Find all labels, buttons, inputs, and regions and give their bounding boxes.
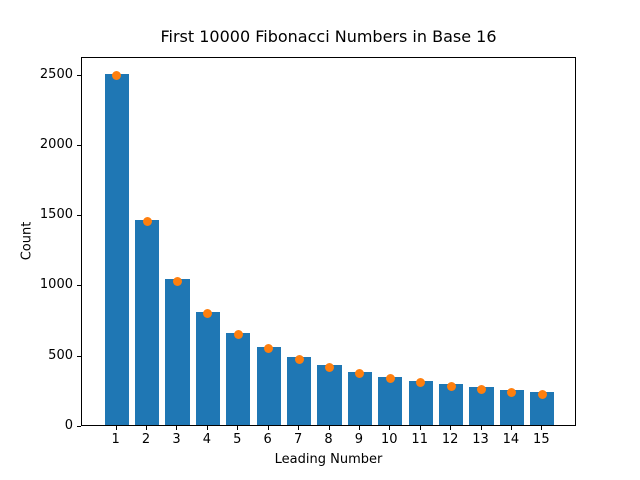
x-tick-label: 6 xyxy=(263,432,272,447)
data-point-marker xyxy=(477,384,487,394)
x-axis-tick xyxy=(389,426,391,430)
plot-area xyxy=(81,57,576,426)
x-tick-label: 3 xyxy=(172,432,181,447)
bar xyxy=(317,365,342,425)
x-axis-tick xyxy=(267,426,269,430)
y-tick-label: 500 xyxy=(48,347,73,363)
x-axis-tick xyxy=(510,426,512,430)
data-point-marker xyxy=(385,374,395,384)
bar xyxy=(226,332,251,425)
bar xyxy=(165,279,190,425)
bar xyxy=(378,376,403,425)
y-axis-tick xyxy=(77,426,81,427)
bar xyxy=(195,311,221,425)
bar xyxy=(134,219,160,425)
y-axis-tick xyxy=(77,355,81,357)
data-point-marker xyxy=(294,354,304,364)
data-point-marker xyxy=(172,276,182,286)
x-axis-tick xyxy=(328,426,330,430)
bar xyxy=(438,384,464,425)
data-point-marker xyxy=(142,216,152,226)
chart-title: First 10000 Fibonacci Numbers in Base 16 xyxy=(160,27,497,46)
x-axis-tick xyxy=(450,426,452,430)
y-tick-label: 0 xyxy=(64,418,73,433)
x-tick-label: 12 xyxy=(441,432,459,447)
data-point-marker xyxy=(507,387,517,397)
y-axis-tick xyxy=(77,74,81,76)
x-axis-tick xyxy=(419,426,421,430)
y-tick-label: 2000 xyxy=(39,136,73,152)
x-tick-label: 8 xyxy=(324,432,333,447)
y-tick-label: 1500 xyxy=(39,207,73,223)
data-point-marker xyxy=(325,362,334,372)
x-tick-label: 13 xyxy=(472,432,489,447)
y-axis-tick xyxy=(77,215,81,217)
y-axis-tick xyxy=(77,144,81,146)
x-tick-label: 5 xyxy=(233,432,242,447)
x-tick-label: 15 xyxy=(533,432,550,447)
x-axis-tick xyxy=(176,426,178,430)
x-tick-label: 11 xyxy=(411,432,428,447)
x-axis-tick xyxy=(146,426,148,430)
x-axis-label: Leading Number xyxy=(274,452,383,467)
x-tick-label: 7 xyxy=(293,432,303,447)
bar xyxy=(347,371,373,425)
bar xyxy=(286,357,312,425)
data-point-marker xyxy=(537,389,547,399)
x-tick-label: 2 xyxy=(141,432,151,447)
y-tick-label: 2500 xyxy=(39,66,73,82)
x-axis-tick xyxy=(358,426,360,430)
x-tick-label: 1 xyxy=(111,432,120,447)
x-axis-tick xyxy=(480,426,482,430)
data-point-marker xyxy=(355,369,365,379)
x-axis-tick xyxy=(206,426,208,430)
bar xyxy=(256,346,281,425)
x-axis-tick xyxy=(541,426,543,430)
x-tick-label: 4 xyxy=(202,432,212,447)
data-point-marker xyxy=(112,71,122,81)
bar xyxy=(104,73,129,425)
x-axis-tick xyxy=(237,426,239,430)
y-axis-tick xyxy=(77,285,81,287)
data-point-marker xyxy=(203,309,213,319)
y-tick-label: 1000 xyxy=(39,277,73,293)
data-point-marker xyxy=(233,330,243,340)
data-point-marker xyxy=(416,378,426,388)
x-tick-label: 9 xyxy=(354,432,364,447)
data-point-marker xyxy=(446,381,456,391)
x-tick-label: 10 xyxy=(381,432,398,447)
data-point-marker xyxy=(264,344,274,354)
x-tick-label: 14 xyxy=(502,432,520,447)
y-axis-label: Count xyxy=(19,221,35,261)
x-axis-tick xyxy=(298,426,300,430)
bar xyxy=(408,380,433,425)
x-axis-tick xyxy=(115,426,117,430)
